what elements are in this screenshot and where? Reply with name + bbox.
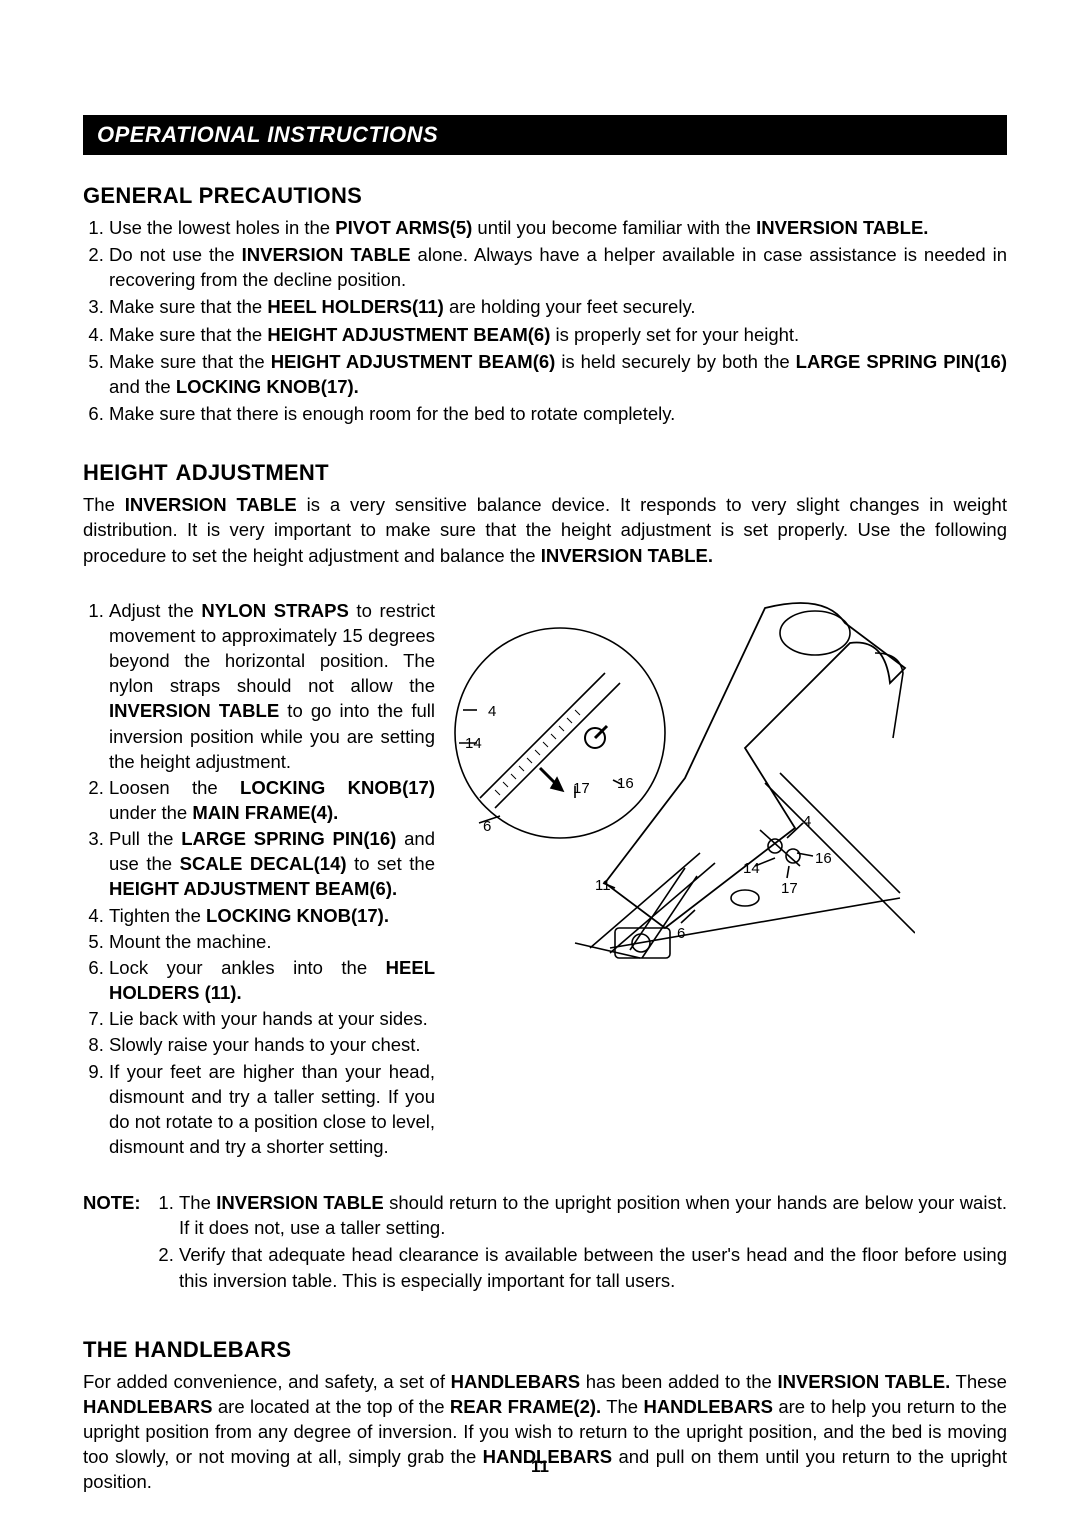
bold-text: HEIGHT ADJUSTMENT BEAM(6). — [109, 878, 397, 899]
text: Loosen the — [109, 777, 240, 798]
steps-column: Adjust the NYLON STRAPS to restrict move… — [83, 598, 435, 1160]
list-item: Do not use the INVERSION TABLE alone. Al… — [109, 242, 1007, 292]
diagram-label: 4 — [803, 813, 811, 830]
bold-text: SCALE DECAL(14) — [180, 853, 347, 874]
list-item: Pull the LARGE SPRING PIN(16) and use th… — [109, 826, 435, 901]
note-block: NOTE: The INVERSION TABLE should return … — [83, 1190, 1007, 1295]
text: Slowly raise your hands to your chest. — [109, 1034, 421, 1055]
text: Pull the — [109, 828, 181, 849]
note-label: NOTE: — [83, 1190, 157, 1295]
diagram-label: 17 — [573, 780, 590, 797]
bold-text: LOCKING KNOB(17) — [240, 777, 435, 798]
text: Make sure that there is enough room for … — [109, 403, 675, 424]
diagram-label: 16 — [815, 850, 832, 867]
diagram-label: 14 — [465, 735, 482, 752]
diagram-label: 17 — [781, 880, 798, 897]
bold-text: HEIGHT ADJUSTMENT BEAM(6) — [271, 351, 556, 372]
text: These — [950, 1371, 1007, 1392]
list-item: Use the lowest holes in the PIVOT ARMS(5… — [109, 215, 1007, 240]
text: Make sure that the — [109, 324, 267, 345]
bold-text: REAR FRAME(2). — [450, 1396, 601, 1417]
text: are holding your feet securely. — [444, 296, 696, 317]
text: Make sure that the — [109, 351, 271, 372]
bold-text: INVERSION TABLE. — [756, 217, 928, 238]
list-item: Make sure that there is enough room for … — [109, 401, 1007, 426]
bold-text: INVERSION TABLE — [216, 1192, 383, 1213]
list-item: Lock your ankles into the HEEL HOLDERS (… — [109, 955, 435, 1005]
text: The — [179, 1192, 216, 1213]
text: The — [601, 1396, 643, 1417]
list-item: Tighten the LOCKING KNOB(17). — [109, 903, 435, 928]
text: Lock your ankles into the — [109, 957, 386, 978]
text: Verify that adequate head clearance is a… — [179, 1244, 1007, 1290]
bold-text: LARGE SPRING PIN(16) — [181, 828, 396, 849]
diagram-label: 16 — [617, 775, 634, 792]
diagram-column: 4 14 17 16 6 11 4 14 17 16 6 — [435, 598, 1007, 1048]
text: Make sure that the — [109, 296, 267, 317]
text: The — [83, 494, 125, 515]
text: and the — [109, 376, 176, 397]
text: Adjust the — [109, 600, 201, 621]
section-header-title: OPERATIONAL INSTRUCTIONS — [97, 122, 438, 147]
height-adjustment-intro: The INVERSION TABLE is a very sensitive … — [83, 492, 1007, 567]
list-item: Make sure that the HEIGHT ADJUSTMENT BEA… — [109, 322, 1007, 347]
diagram-label: 4 — [488, 703, 496, 720]
list-item: Mount the machine. — [109, 929, 435, 954]
text: Lie back with your hands at your sides. — [109, 1008, 428, 1029]
bold-text: HANDLEBARS — [83, 1396, 213, 1417]
diagram-label: 6 — [677, 925, 685, 942]
handlebars-heading: THE HANDLEBARS — [83, 1337, 1007, 1363]
bold-text: HANDLEBARS — [643, 1396, 773, 1417]
diagram-label: 6 — [483, 818, 491, 835]
bold-text: MAIN FRAME(4). — [192, 802, 338, 823]
list-item: Adjust the NYLON STRAPS to restrict move… — [109, 598, 435, 774]
bold-text: LARGE SPRING PIN(16) — [796, 351, 1007, 372]
text: If your feet are higher than your head, … — [109, 1061, 435, 1157]
bold-text: HEEL HOLDERS(11) — [267, 296, 443, 317]
text: has been added to the — [580, 1371, 777, 1392]
diagram-label: 14 — [743, 860, 760, 877]
text: For added convenience, and safety, a set… — [83, 1371, 451, 1392]
precautions-heading: GENERAL PRECAUTIONS — [83, 183, 1007, 209]
bold-text: INVERSION TABLE. — [777, 1371, 950, 1392]
page-number: 11 — [0, 1457, 1080, 1477]
text: Use the lowest holes in the — [109, 217, 335, 238]
list-item: If your feet are higher than your head, … — [109, 1059, 435, 1160]
text: Tighten the — [109, 905, 206, 926]
bold-text: LOCKING KNOB(17). — [176, 376, 359, 397]
bold-text: INVERSION TABLE — [109, 700, 279, 721]
bold-text: HEIGHT ADJUSTMENT BEAM(6) — [267, 324, 550, 345]
list-item: Make sure that the HEEL HOLDERS(11) are … — [109, 294, 1007, 319]
text: is held securely by both the — [555, 351, 795, 372]
bold-text: HANDLEBARS — [451, 1371, 581, 1392]
bold-text: PIVOT ARMS(5) — [335, 217, 472, 238]
diagram-label: 11 — [595, 877, 611, 894]
bold-text: LOCKING KNOB(17). — [206, 905, 389, 926]
height-adjustment-heading: HEIGHT ADJUSTMENT — [83, 460, 1007, 486]
height-adjustment-columns: Adjust the NYLON STRAPS to restrict move… — [83, 598, 1007, 1160]
bold-text: INVERSION TABLE — [242, 244, 411, 265]
bold-text: INVERSION TABLE. — [541, 545, 713, 566]
text: Do not use the — [109, 244, 242, 265]
precautions-list: Use the lowest holes in the PIVOT ARMS(5… — [83, 215, 1007, 426]
steps-list: Adjust the NYLON STRAPS to restrict move… — [83, 598, 435, 1159]
list-item: Verify that adequate head clearance is a… — [179, 1242, 1007, 1292]
note-items: The INVERSION TABLE should return to the… — [157, 1190, 1007, 1295]
text: until you become familiar with the — [472, 217, 756, 238]
document-page: OPERATIONAL INSTRUCTIONS GENERAL PRECAUT… — [0, 0, 1080, 1527]
bold-text: INVERSION TABLE — [125, 494, 297, 515]
list-item: The INVERSION TABLE should return to the… — [179, 1190, 1007, 1240]
bold-text: NYLON STRAPS — [201, 600, 348, 621]
list-item: Make sure that the HEIGHT ADJUSTMENT BEA… — [109, 349, 1007, 399]
text: Mount the machine. — [109, 931, 271, 952]
inversion-table-diagram: 4 14 17 16 6 11 4 14 17 16 6 — [445, 598, 915, 1043]
text: are located at the top of the — [213, 1396, 450, 1417]
list-item: Loosen the LOCKING KNOB(17) under the MA… — [109, 775, 435, 825]
list-item: Lie back with your hands at your sides. — [109, 1006, 435, 1031]
section-header-bar: OPERATIONAL INSTRUCTIONS — [83, 115, 1007, 155]
text: to set the — [347, 853, 435, 874]
text: under the — [109, 802, 192, 823]
text: is properly set for your height. — [550, 324, 799, 345]
list-item: Slowly raise your hands to your chest. — [109, 1032, 435, 1057]
